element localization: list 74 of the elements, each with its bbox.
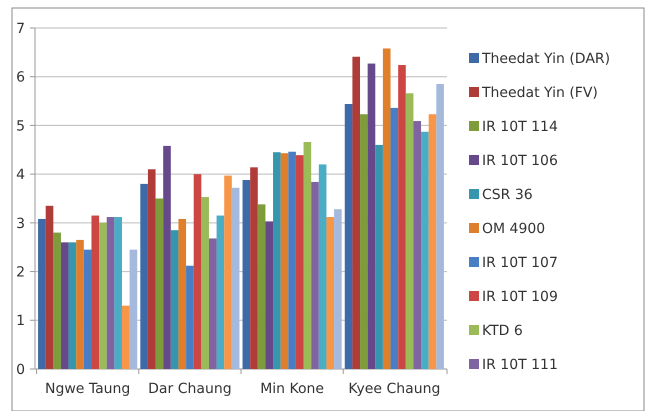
bar	[60, 242, 69, 369]
x-tick-label: Dar Chaung	[148, 381, 232, 397]
bar	[428, 114, 436, 369]
legend-label: OM 4900	[482, 220, 546, 237]
bar	[106, 217, 114, 369]
bar	[280, 153, 288, 369]
y-tick-label: 1	[16, 313, 25, 330]
bar	[344, 104, 352, 369]
bar	[114, 217, 122, 369]
bar	[368, 64, 376, 369]
bar	[326, 217, 334, 369]
legend-label: Theedat Yin (FV)	[481, 84, 598, 101]
bar	[390, 108, 398, 369]
y-tick-label: 3	[16, 216, 25, 232]
bar	[130, 250, 138, 369]
bar	[334, 209, 342, 369]
bar	[38, 218, 46, 369]
bar	[296, 155, 304, 369]
bar	[201, 197, 209, 369]
bar	[360, 114, 368, 369]
x-tick-label: Ngwe Taung	[44, 381, 130, 397]
bar	[352, 56, 360, 369]
bar	[224, 176, 232, 369]
legend-label: IR 10T 107	[482, 254, 558, 271]
legend-label: IR 10T 106	[482, 152, 558, 169]
bar	[140, 184, 148, 369]
bar	[258, 204, 266, 369]
y-tick-label: 6	[16, 70, 26, 86]
bar	[304, 142, 312, 369]
bar	[194, 174, 202, 369]
bar	[178, 218, 186, 369]
y-tick-label: 5	[16, 118, 25, 134]
bar	[84, 250, 92, 369]
bar	[382, 48, 391, 369]
bar	[265, 221, 274, 369]
bar	[232, 188, 240, 369]
legend-label: IR 10T 111	[482, 356, 558, 373]
bar	[318, 164, 326, 369]
y-tick-label: 2	[16, 264, 25, 280]
legend-label: KTD 6	[482, 322, 523, 339]
bar	[208, 238, 217, 369]
bar	[53, 232, 61, 369]
bar	[398, 65, 406, 369]
bar	[170, 230, 178, 369]
x-tick-label: Min Kone	[260, 381, 324, 397]
legend-label: IR 10T 114	[482, 118, 558, 135]
bar	[186, 266, 194, 369]
bar	[46, 206, 54, 369]
bar	[436, 84, 444, 369]
y-tick-label: 4	[16, 167, 26, 184]
bar	[99, 222, 107, 369]
bar	[76, 240, 84, 369]
x-tick-label: Kyee Chaung	[348, 381, 440, 397]
bar	[421, 132, 429, 369]
bar	[122, 306, 130, 369]
bar	[250, 167, 258, 369]
legend-label: IR 10T 109	[482, 288, 558, 305]
bar	[406, 93, 414, 369]
legend-label: CSR 36	[482, 186, 533, 203]
bar	[375, 144, 383, 369]
bar	[156, 198, 164, 369]
bar	[68, 242, 76, 369]
bar	[242, 180, 250, 369]
y-tick-label: 0	[16, 362, 25, 378]
bar	[288, 152, 296, 369]
bar	[148, 169, 156, 369]
y-tick-label: 7	[16, 20, 25, 37]
bar	[273, 152, 281, 369]
bar	[163, 146, 171, 369]
bar	[91, 216, 100, 369]
bar	[216, 216, 224, 369]
legend-label: Theedat Yin (DAR)	[481, 50, 610, 67]
bar	[311, 182, 319, 369]
bar	[413, 121, 422, 369]
